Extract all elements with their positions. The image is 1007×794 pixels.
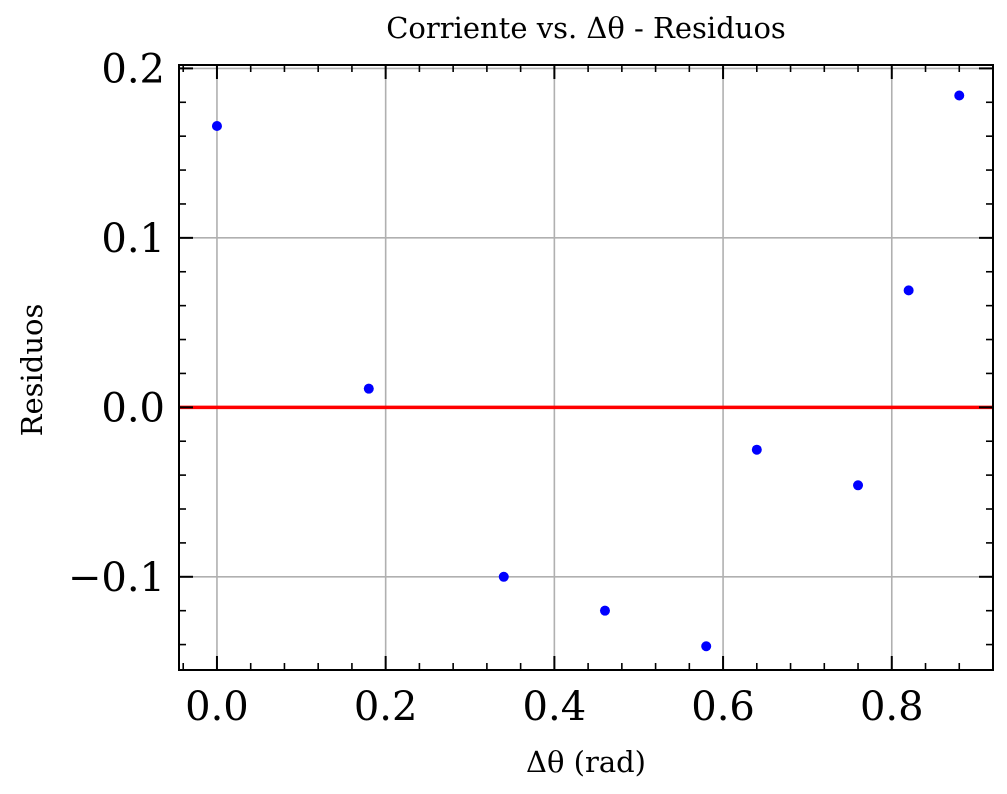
data-point: [701, 641, 712, 652]
x-axis-label: Δθ (rad): [526, 745, 646, 779]
data-point: [211, 121, 222, 132]
axis-ticks: [179, 65, 994, 670]
plot-frame: [178, 64, 994, 671]
x-tick-label: 0.6: [691, 684, 755, 730]
x-tick-label: 0.8: [860, 684, 924, 730]
data-point: [599, 605, 610, 616]
y-tick-labels: −0.1 0.0 0.1 0.2: [68, 46, 165, 600]
y-axis-label: Residuos: [15, 304, 49, 437]
x-tick-label: 0.0: [185, 684, 249, 730]
y-tick-label: 0.0: [101, 385, 165, 431]
data-point: [751, 444, 762, 455]
data-point: [498, 571, 509, 582]
data-point: [363, 383, 374, 394]
y-tick-label: −0.1: [68, 555, 165, 601]
y-tick-label: 0.1: [101, 216, 165, 262]
x-tick-labels: 0.0 0.2 0.4 0.6 0.8: [185, 684, 923, 730]
y-tick-label: 0.2: [101, 46, 165, 92]
data-point: [903, 285, 914, 296]
chart-title: Corriente vs. Δθ - Residuos: [386, 11, 786, 45]
x-tick-label: 0.2: [354, 684, 418, 730]
data-points: [211, 90, 965, 652]
x-tick-label: 0.4: [523, 684, 587, 730]
data-point: [853, 480, 864, 491]
data-point: [954, 90, 965, 101]
